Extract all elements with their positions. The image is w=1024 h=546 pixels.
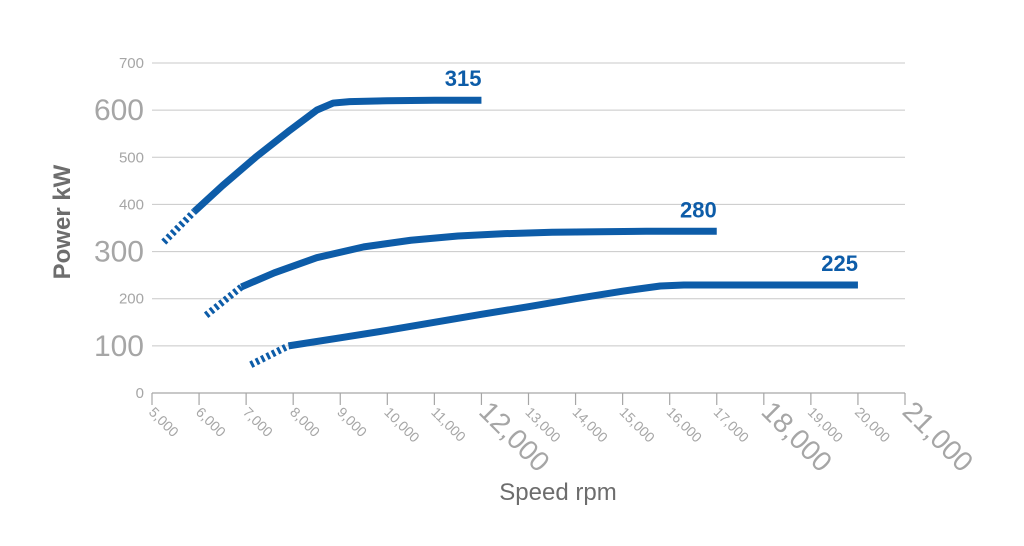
series-end-label: 280 — [680, 197, 717, 222]
y-tick-label: 400 — [119, 196, 144, 213]
series-dashed-segment — [203, 284, 244, 318]
series-dashed-segment — [249, 342, 291, 368]
y-tick-label: 100 — [94, 330, 144, 363]
series-line — [240, 227, 717, 291]
x-tick-label: 12,000 — [473, 395, 555, 477]
series-225 — [249, 281, 858, 368]
y-tick-label: 200 — [119, 291, 144, 308]
series-end-labels: 315 280 225 — [445, 66, 858, 276]
x-tick-label: 20,000 — [852, 404, 894, 446]
x-tick-label: 9,000 — [334, 404, 370, 440]
x-tick-label: 21,000 — [897, 395, 979, 477]
x-tick-labels: 5,000 6,000 7,000 8,000 9,000 10,000 11,000 12,… — [146, 395, 979, 477]
grid-lines — [152, 62, 905, 347]
series-end-label: 225 — [821, 251, 858, 276]
series-line — [287, 281, 858, 350]
x-tick-label: 16,000 — [664, 404, 706, 446]
x-tick-label: 5,000 — [146, 404, 182, 440]
axes — [151, 392, 906, 405]
x-tick-label: 8,000 — [287, 404, 323, 440]
series-dashed-segment — [161, 209, 197, 245]
x-tick-label: 18,000 — [756, 395, 838, 477]
x-tick-label: 17,000 — [711, 404, 753, 446]
x-tick-label: 15,000 — [617, 404, 659, 446]
series-280 — [203, 227, 717, 318]
x-tick-label: 10,000 — [381, 404, 423, 446]
x-tick-label: 14,000 — [569, 404, 611, 446]
y-tick-label: 600 — [94, 94, 144, 127]
y-tick-label: 700 — [119, 55, 144, 72]
series-315 — [161, 96, 482, 245]
x-tick-label: 11,000 — [428, 404, 469, 445]
y-tick-label: 500 — [119, 149, 144, 166]
series-line — [191, 96, 482, 215]
x-tick-label: 6,000 — [193, 404, 229, 440]
y-tick-label: 0 — [136, 385, 144, 402]
y-axis-label: Power kW — [49, 164, 76, 279]
y-tick-label: 300 — [94, 236, 144, 269]
x-tick-label: 7,000 — [240, 404, 276, 440]
series-lines — [161, 96, 858, 368]
x-axis-label: Speed rpm — [499, 479, 616, 506]
y-tick-labels: 0 100 200 300 400 500 600 700 — [94, 55, 144, 402]
series-end-label: 315 — [445, 66, 482, 91]
